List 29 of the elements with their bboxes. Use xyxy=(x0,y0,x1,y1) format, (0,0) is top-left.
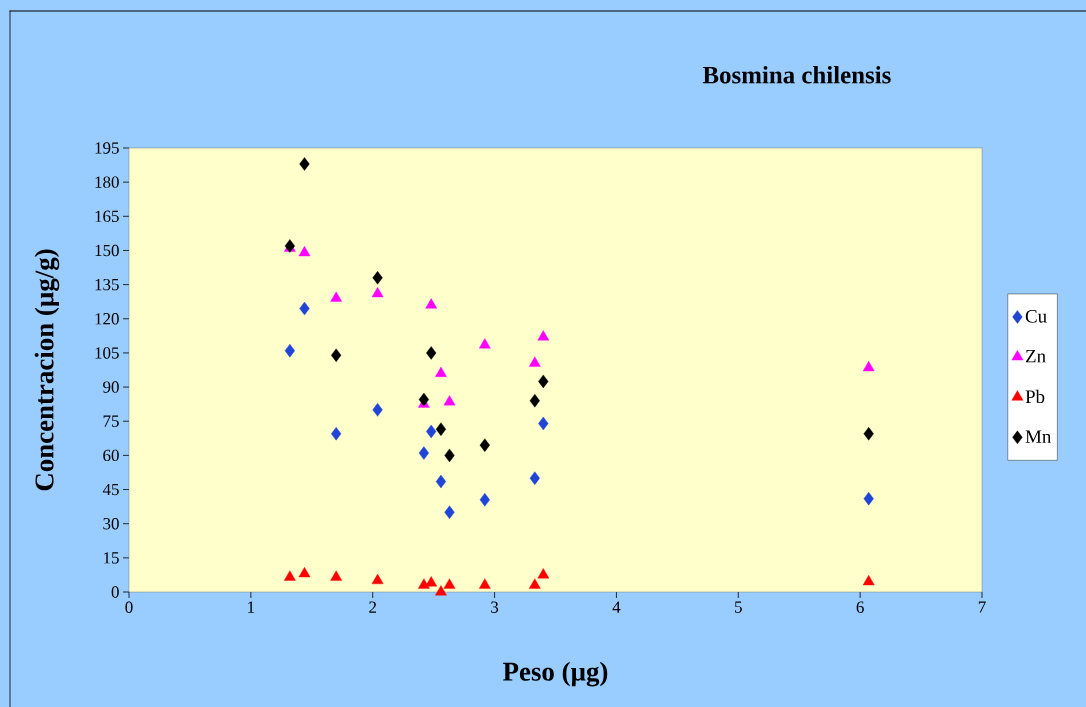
y-axis-title: Concentracion (µg/g) xyxy=(34,249,60,491)
x-axis-title: Peso (µg) xyxy=(503,661,608,687)
y-tick-label: 90 xyxy=(103,381,119,393)
x-tick-label: 6 xyxy=(856,601,864,613)
y-tick-label: 15 xyxy=(104,552,119,564)
y-tick-label: 30 xyxy=(103,517,119,530)
x-tick-label: 4 xyxy=(612,601,621,613)
x-tick-label: 1 xyxy=(248,601,255,613)
y-tick-label: 0 xyxy=(111,586,119,598)
legend-label: Cu xyxy=(1025,309,1047,323)
y-tick-label: 105 xyxy=(95,347,119,359)
y-tick-label: 195 xyxy=(95,142,119,154)
y-tick-label: 135 xyxy=(95,278,119,291)
y-tick-label: 180 xyxy=(95,176,119,188)
y-tick-label: 45 xyxy=(102,483,119,496)
y-tick-label: 120 xyxy=(95,313,119,325)
y-tick-label: 150 xyxy=(95,244,119,257)
chart-title: Bosmina chilensis xyxy=(702,65,891,84)
legend-label: Mn xyxy=(1025,430,1052,443)
x-tick-label: 2 xyxy=(369,601,377,613)
x-tick-label: 3 xyxy=(491,601,499,613)
legend-label: Pb xyxy=(1025,389,1045,404)
x-tick-label: 5 xyxy=(735,601,742,613)
legend-label: Zn xyxy=(1025,349,1046,363)
y-tick-label: 75 xyxy=(103,415,119,427)
x-tick-label: 7 xyxy=(978,601,986,613)
y-tick-label: 165 xyxy=(95,210,119,222)
y-tick-label: 60 xyxy=(103,449,119,462)
x-tick-label: 0 xyxy=(125,601,133,613)
